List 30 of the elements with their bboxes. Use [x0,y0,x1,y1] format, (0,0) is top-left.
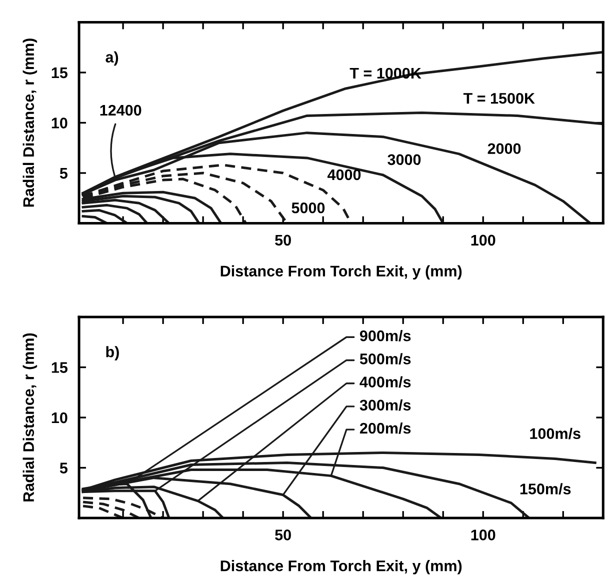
text: 500m/s [360,353,411,364]
x-tick-label: 50 [275,530,291,540]
y-axis-title: Radial Distance, r (mm) [22,333,38,502]
y-tick-label: 10 [52,412,68,424]
series-label: 150m/s [520,483,571,495]
annotation: 12400 [100,104,142,116]
y-axis-title: Radial Distance, r (mm) [22,38,38,207]
annotation: b) [106,346,119,360]
y-tick-label: 15 [52,362,68,373]
annotation: 4000 [327,169,361,180]
text: 300m/s [360,399,411,411]
y-tick-label: 5 [60,462,68,474]
y-tick-label: 5 [60,168,68,179]
x-tick-label: 100 [471,530,496,540]
x-tick-label: 50 [275,234,291,246]
annotation: a) [106,51,118,66]
x-tick-label: 100 [471,234,496,246]
annotation: 5000 [292,202,325,214]
text: 900m/s [360,330,411,342]
x-axis-title: Distance From Torch Exit, y (mm) [220,265,462,280]
y-tick-label: 15 [52,68,68,78]
x-axis-title: Distance From Torch Exit, y (mm) [220,560,462,574]
series-label: 100m/s [530,428,580,440]
text: 400m/s [360,376,411,388]
annotation: 2000 [488,143,521,154]
text: 200m/s [360,422,411,434]
annotation: 3000 [388,154,421,166]
annotation: T = 1000K [350,68,422,79]
annotation: T = 1500K [463,92,535,104]
y-tick-label: 10 [52,118,68,128]
